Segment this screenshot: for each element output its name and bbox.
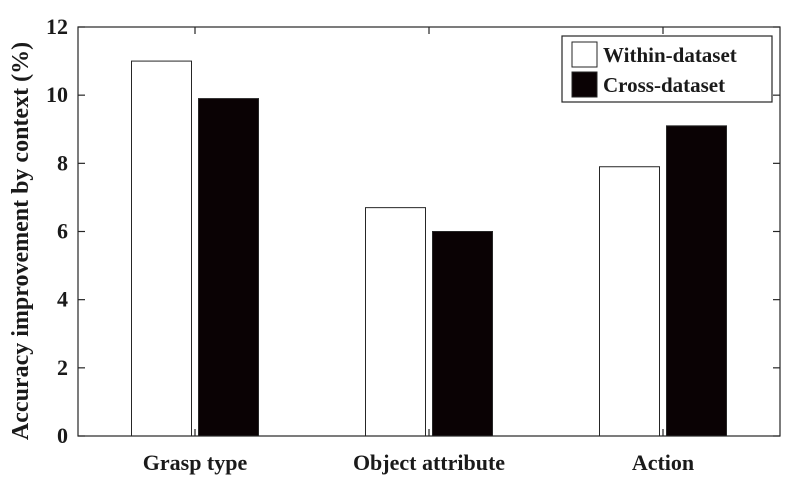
x-tick-label-object-attribute: Object attribute bbox=[353, 450, 505, 475]
y-tick-label: 6 bbox=[57, 219, 68, 244]
x-axis-ticks: Grasp type Object attribute Action bbox=[143, 27, 694, 475]
bar-cross-dataset-grasp-type bbox=[198, 98, 259, 437]
x-tick-label-action: Action bbox=[632, 450, 694, 475]
plot-frame bbox=[77, 26, 781, 437]
bar-within-dataset-object-attribute bbox=[365, 207, 426, 437]
y-axis-label: Accuracy improvement by context (%) bbox=[8, 42, 34, 440]
legend-swatch-cross-dataset bbox=[571, 71, 598, 98]
legend-swatch-within-dataset bbox=[571, 41, 598, 68]
bar-within-dataset-action bbox=[599, 166, 660, 437]
bar-within-dataset-grasp-type bbox=[131, 60, 192, 437]
legend: Within-dataset Cross-dataset bbox=[561, 35, 773, 103]
bar-cross-dataset-object-attribute bbox=[432, 231, 493, 437]
bar-cross-dataset-action bbox=[666, 125, 727, 437]
bars-group bbox=[131, 60, 727, 437]
y-axis-ticks: 0 2 4 6 8 10 12 bbox=[46, 14, 780, 448]
y-tick-label: 2 bbox=[57, 355, 68, 380]
legend-label-within-dataset: Within-dataset bbox=[603, 43, 737, 67]
y-tick-label: 10 bbox=[46, 82, 68, 107]
legend-label-cross-dataset: Cross-dataset bbox=[603, 73, 725, 97]
x-tick-label-grasp-type: Grasp type bbox=[143, 450, 248, 475]
y-tick-label: 0 bbox=[57, 423, 68, 448]
y-tick-label: 12 bbox=[46, 14, 68, 39]
y-tick-label: 8 bbox=[57, 150, 68, 175]
y-tick-label: 4 bbox=[57, 287, 68, 312]
